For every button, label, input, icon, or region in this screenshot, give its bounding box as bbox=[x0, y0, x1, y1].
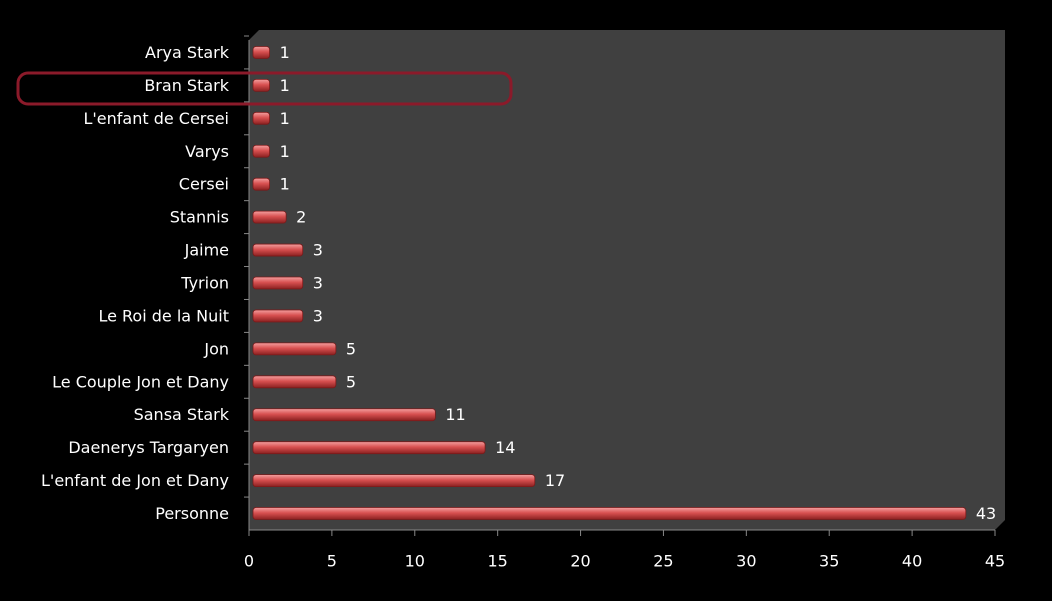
y-tick-label: Cersei bbox=[179, 175, 229, 194]
bar bbox=[252, 276, 304, 290]
x-tick-label: 10 bbox=[405, 552, 425, 571]
value-label: 1 bbox=[280, 76, 290, 95]
y-tick-label: Jaime bbox=[184, 241, 229, 260]
highlight-box bbox=[16, 71, 513, 106]
value-label: 1 bbox=[280, 175, 290, 194]
bar bbox=[252, 177, 270, 191]
bar bbox=[252, 507, 967, 520]
x-tick-label: 35 bbox=[819, 552, 839, 571]
bar bbox=[252, 46, 270, 59]
x-tick-label: 15 bbox=[487, 552, 507, 571]
bar bbox=[252, 474, 536, 488]
value-label: 14 bbox=[495, 438, 515, 457]
x-tick-label: 5 bbox=[327, 552, 337, 571]
y-tick-label: Arya Stark bbox=[145, 43, 230, 62]
y-tick-label: L'enfant de Jon et Dany bbox=[41, 471, 229, 490]
value-label: 1 bbox=[280, 43, 290, 62]
bar bbox=[252, 408, 436, 422]
value-label: 1 bbox=[280, 109, 290, 128]
y-tick-label: L'enfant de Cersei bbox=[83, 109, 229, 128]
y-tick-label: Le Roi de la Nuit bbox=[98, 306, 229, 325]
y-tick-label: Personne bbox=[155, 504, 229, 523]
value-label: 1 bbox=[280, 142, 290, 161]
x-tick-label: 45 bbox=[985, 552, 1005, 571]
value-label: 5 bbox=[346, 372, 356, 391]
value-label: 17 bbox=[545, 471, 565, 490]
y-tick-label: Le Couple Jon et Dany bbox=[52, 372, 229, 391]
y-tick-label: Tyrion bbox=[180, 274, 229, 293]
bar bbox=[252, 111, 270, 125]
x-tick-label: 30 bbox=[736, 552, 756, 571]
bar bbox=[252, 441, 486, 455]
x-tick-label: 25 bbox=[653, 552, 673, 571]
bar bbox=[252, 144, 270, 158]
bar bbox=[252, 243, 304, 257]
bar bbox=[252, 79, 270, 92]
y-tick-label: Bran Stark bbox=[144, 76, 229, 95]
x-tick-label: 40 bbox=[902, 552, 922, 571]
bar bbox=[252, 309, 304, 323]
y-tick-label: Daenerys Targaryen bbox=[68, 438, 229, 457]
value-label: 5 bbox=[346, 339, 356, 358]
value-label: 3 bbox=[313, 274, 323, 293]
x-tick-label: 0 bbox=[244, 552, 254, 571]
y-tick-label: Jon bbox=[203, 339, 229, 358]
y-tick-label: Varys bbox=[185, 142, 229, 161]
bar bbox=[252, 210, 287, 224]
value-label: 11 bbox=[445, 405, 465, 424]
value-label: 3 bbox=[313, 241, 323, 260]
value-label: 3 bbox=[313, 306, 323, 325]
y-tick-label: Sansa Stark bbox=[134, 405, 230, 424]
bar bbox=[252, 342, 337, 356]
plot-wall bbox=[249, 30, 1005, 530]
y-tick-label: Stannis bbox=[170, 208, 229, 227]
bar bbox=[252, 375, 337, 389]
value-label: 2 bbox=[296, 208, 306, 227]
value-label: 43 bbox=[976, 504, 996, 523]
x-tick-label: 20 bbox=[570, 552, 590, 571]
